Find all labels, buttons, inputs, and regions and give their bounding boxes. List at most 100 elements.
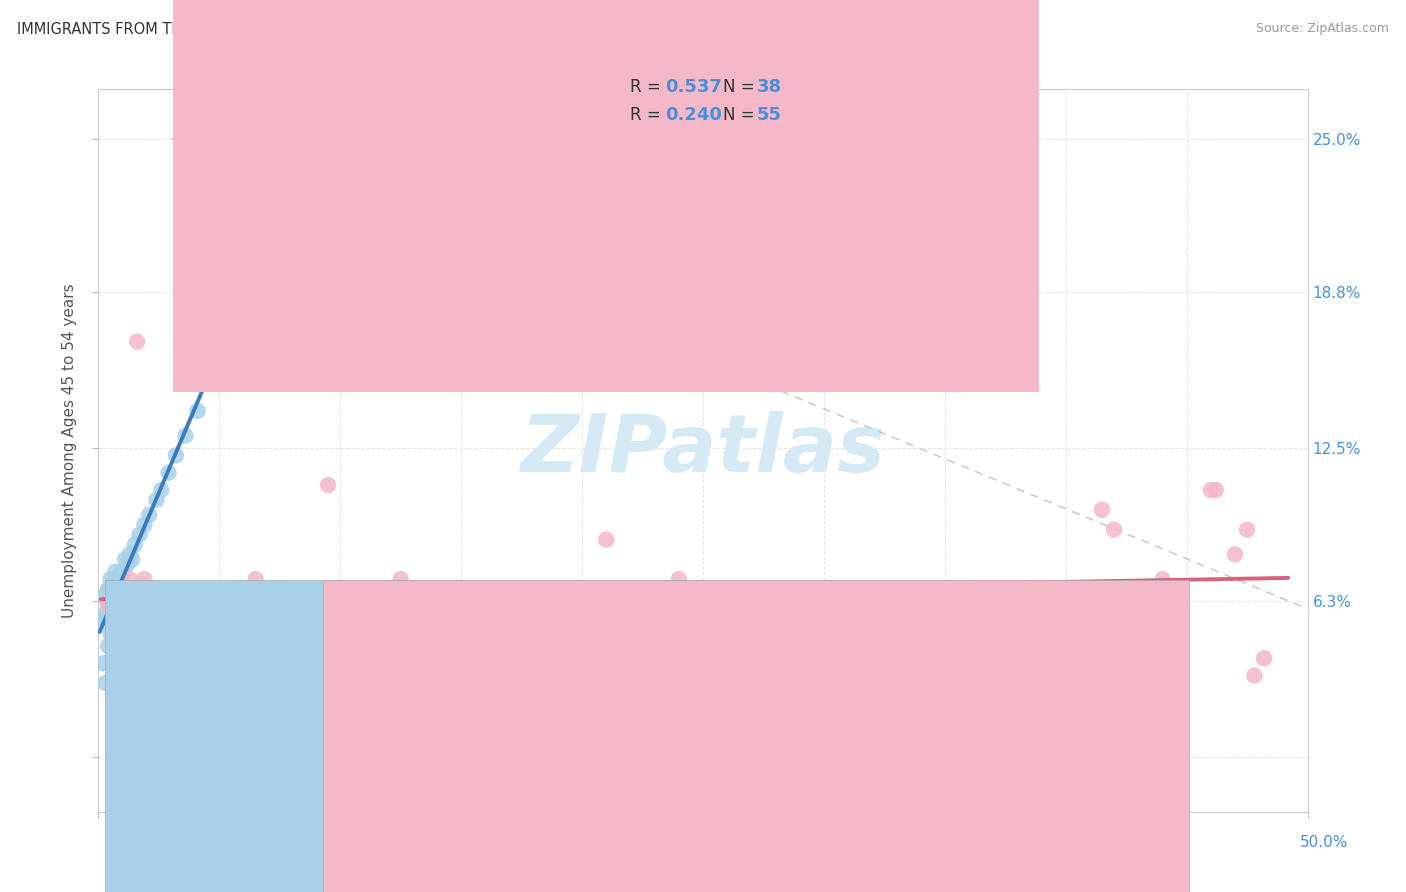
Point [150,483,173,497]
Point [165,639,187,653]
Point [138,607,160,621]
Point [221,342,243,356]
Point [212,590,235,604]
Point [104,582,127,596]
Point [111,565,134,579]
Point [114,552,136,566]
Point [1163,582,1185,596]
Point [157,466,180,480]
Point [1054,590,1077,604]
Point [108,607,131,621]
Point [104,565,127,579]
Point [100,572,122,586]
Point [910,646,932,660]
Point [174,428,197,442]
Point [187,404,209,418]
Point [94,676,117,690]
Point [118,572,141,586]
Point [245,223,267,237]
Point [97,639,120,653]
Text: N =: N = [723,106,759,124]
Point [389,572,412,586]
Point [228,582,250,596]
Text: R =: R = [630,78,666,95]
Point [160,602,183,616]
Point [97,597,120,611]
Point [188,622,211,636]
Point [165,449,187,463]
Text: 50.0%: 50.0% [1301,836,1348,850]
Point [134,572,156,586]
Point [114,602,136,616]
Point [138,508,160,522]
Point [107,614,129,628]
Point [97,582,120,596]
Point [124,626,146,640]
Point [91,657,114,671]
Point [101,577,124,591]
Point [100,594,122,608]
Text: IMMIGRANTS FROM THE AZORES VS SRI LANKAN UNEMPLOYMENT AMONG AGES 45 TO 54 YEARS : IMMIGRANTS FROM THE AZORES VS SRI LANKAN… [17,22,889,37]
Text: ZIPatlas: ZIPatlas [520,411,886,490]
Point [148,597,170,611]
Point [353,582,375,596]
Point [152,607,174,621]
Point [127,334,149,349]
Point [245,572,267,586]
Point [94,607,117,621]
Text: R =: R = [630,106,666,124]
Text: Immigrants from the Azores: Immigrants from the Azores [557,850,770,864]
Point [981,632,1004,646]
Point [668,572,690,586]
Point [104,582,127,596]
Point [1243,668,1265,682]
Point [179,632,201,646]
Point [100,582,122,596]
Text: N =: N = [723,78,759,95]
Point [1236,523,1258,537]
Point [523,651,546,665]
Point [595,533,617,547]
Point [91,590,114,604]
Text: Source: ZipAtlas.com: Source: ZipAtlas.com [1256,22,1389,36]
Point [1152,572,1174,586]
Point [121,552,143,566]
Point [1199,483,1222,497]
Point [143,602,166,616]
Point [107,590,129,604]
Point [1031,607,1053,621]
Text: 0.0%: 0.0% [114,836,153,850]
Point [107,572,129,586]
Point [117,582,139,596]
Point [172,626,194,640]
Point [269,582,291,596]
Point [292,597,315,611]
Text: 55: 55 [756,106,782,124]
Point [1091,503,1114,517]
Point [118,548,141,562]
Point [117,558,139,572]
Point [474,646,496,660]
Point [128,602,150,616]
Point [111,597,134,611]
Point [1205,483,1227,497]
Point [124,537,146,551]
Point [198,607,221,621]
Point [128,527,150,541]
Point [97,602,120,616]
Text: Sri Lankans: Sri Lankans [775,850,863,864]
Point [813,607,835,621]
Point [90,614,112,628]
Point [201,374,224,388]
Point [740,622,762,636]
Point [124,597,146,611]
Point [121,614,143,628]
Point [316,478,339,492]
Point [1223,548,1246,562]
Point [100,602,122,616]
Point [145,492,167,507]
Point [1253,651,1275,665]
Text: 38: 38 [756,78,782,95]
Text: 0.240: 0.240 [665,106,721,124]
Text: 0.537: 0.537 [665,78,721,95]
